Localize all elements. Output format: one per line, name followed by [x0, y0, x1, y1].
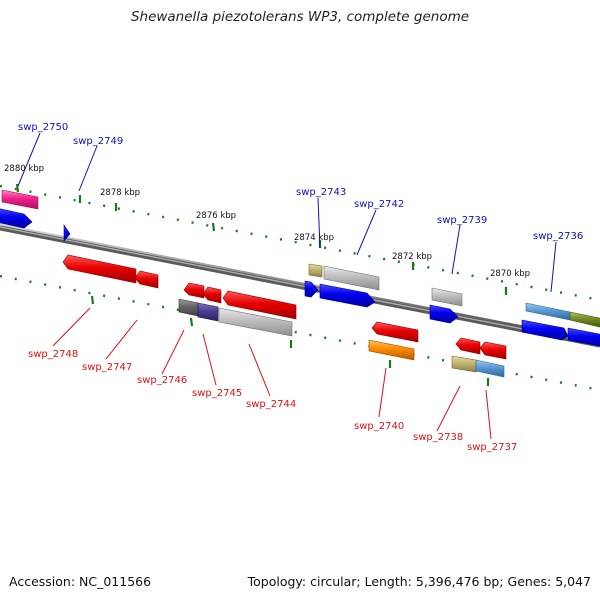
- gene-swp-2745[interactable]: [197, 302, 219, 322]
- gene-label-swp-2743: swp_2743: [296, 187, 346, 198]
- gene-swp-2742[interactable]: [323, 265, 380, 291]
- kbp-label: 2872 kbp: [392, 252, 432, 262]
- minus-leader-lines: [52, 307, 492, 440]
- gene-swp-2738-red[interactable]: [455, 337, 481, 355]
- kbp-label: 2876 kbp: [196, 211, 236, 221]
- gene-plus-blue-right[interactable]: [429, 304, 459, 324]
- gene-label-swp-2740: swp_2740: [354, 421, 404, 432]
- gene-label-swp-2748: swp_2748: [28, 349, 78, 360]
- minus-gene-labels: swp_2748 swp_2747 swp_2746 swp_2745 swp_…: [28, 349, 517, 453]
- gene-swp-2743[interactable]: [308, 263, 323, 278]
- gene-swp-2748[interactable]: [62, 254, 137, 284]
- gene-swp-2740[interactable]: [368, 339, 415, 361]
- gene-swp-2746[interactable]: [178, 298, 199, 317]
- kbp-label: 2880 kbp: [4, 164, 44, 174]
- gene-swp-2745-red[interactable]: [202, 286, 222, 304]
- accession-text: Accession: NC_011566: [9, 574, 152, 589]
- gene-label-swp-2736: swp_2736: [533, 231, 583, 242]
- gene-label-swp-2745: swp_2745: [192, 388, 242, 399]
- gene-label-swp-2747: swp_2747: [82, 362, 132, 373]
- gene-swp-2737[interactable]: [475, 359, 505, 378]
- gene-label-swp-2737: swp_2737: [467, 442, 517, 453]
- genome-summary-text: Topology: circular; Length: 5,396,476 bp…: [247, 574, 591, 589]
- gene-plus-blue-far-right[interactable]: [521, 319, 600, 347]
- gene-swp-2737-red[interactable]: [479, 341, 507, 360]
- gene-plus-blue-left[interactable]: [0, 208, 33, 229]
- gene-swp-2736[interactable]: [525, 302, 600, 328]
- kbp-label: 2870 kbp: [490, 269, 530, 279]
- gene-label-swp-2739: swp_2739: [437, 215, 487, 226]
- gene-label-swp-2750: swp_2750: [18, 122, 68, 133]
- gene-swp-2738[interactable]: [451, 355, 477, 373]
- plus-leader-lines: [17, 132, 557, 293]
- gene-swp-2739[interactable]: [431, 287, 463, 307]
- major-ticks: [15, 183, 508, 386]
- gene-label-swp-2744: swp_2744: [246, 399, 296, 410]
- gene-swp-2744-red[interactable]: [222, 290, 297, 320]
- page-title: Shewanella piezotolerans WP3, complete g…: [130, 9, 470, 25]
- gene-swp-2750[interactable]: [1, 189, 39, 210]
- gene-label-swp-2749: swp_2749: [73, 136, 123, 147]
- gene-swp-2747[interactable]: [134, 270, 159, 289]
- gene-swp-2749[interactable]: [63, 224, 71, 242]
- gene-label-swp-2742: swp_2742: [354, 199, 404, 210]
- kbp-labels: 2880 kbp 2878 kbp 2876 kbp 2874 kbp 2872…: [4, 164, 530, 279]
- gene-swp-2744[interactable]: [218, 307, 293, 337]
- kbp-label: 2878 kbp: [100, 188, 140, 198]
- genome-backbone: [0, 223, 600, 348]
- gene-plus-blue-mid-small[interactable]: [304, 280, 319, 298]
- gene-minus-red-mid[interactable]: [371, 321, 419, 343]
- kbp-label: 2874 kbp: [294, 233, 334, 243]
- gene-plus-blue-mid[interactable]: [319, 283, 376, 308]
- gene-swp-2746-red[interactable]: [183, 282, 205, 299]
- gene-label-swp-2738: swp_2738: [413, 432, 463, 443]
- plus-gene-labels: swp_2750 swp_2749 swp_2743 swp_2742 swp_…: [18, 122, 583, 242]
- gene-label-swp-2746: swp_2746: [137, 375, 187, 386]
